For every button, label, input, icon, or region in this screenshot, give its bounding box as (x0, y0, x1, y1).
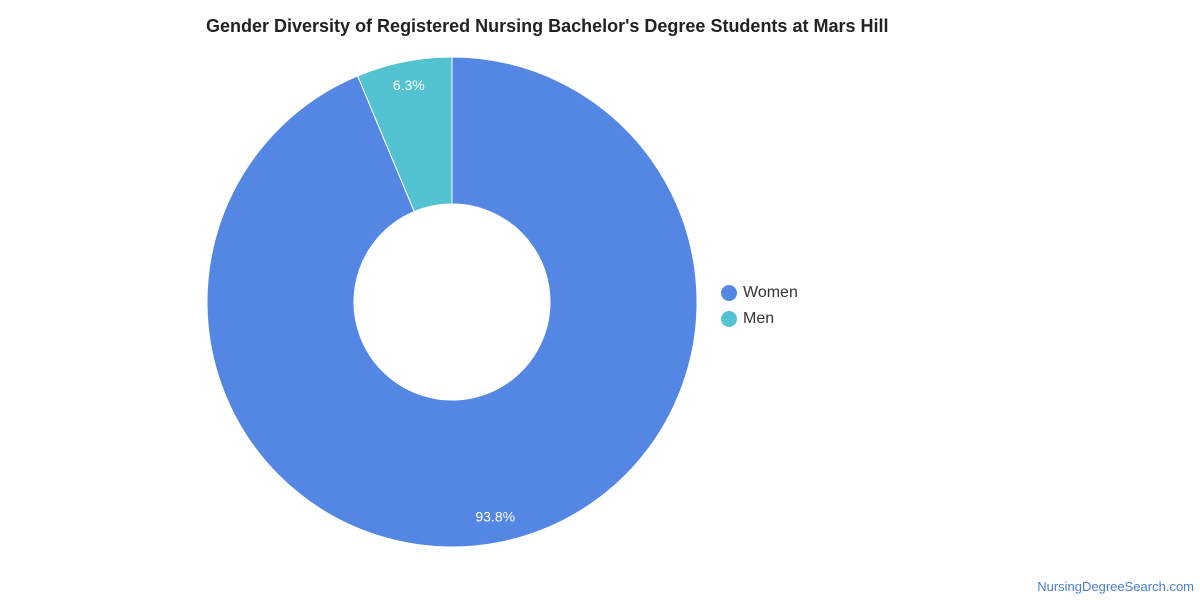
legend-item-men[interactable]: Men (721, 306, 798, 332)
legend-label-men: Men (743, 310, 775, 327)
donut-slice-men[interactable] (356, 56, 453, 213)
donut-slices (206, 56, 698, 548)
legend-item-women[interactable]: Women (721, 280, 798, 306)
legend-label-women: Women (743, 284, 798, 301)
chart-legend: Women Men (721, 280, 798, 332)
donut-slice-labels: 93.8% 6.3% (393, 77, 515, 524)
legend-swatch-women (721, 285, 737, 301)
legend-swatch-men (721, 311, 737, 327)
donut-slice-women[interactable] (206, 56, 698, 548)
slice-label-women: 93.8% (475, 508, 515, 524)
chart-title: Gender Diversity of Registered Nursing B… (206, 16, 889, 36)
site-credit-link[interactable]: NursingDegreeSearch.com (1037, 579, 1194, 594)
slice-label-men: 6.3% (393, 77, 425, 93)
